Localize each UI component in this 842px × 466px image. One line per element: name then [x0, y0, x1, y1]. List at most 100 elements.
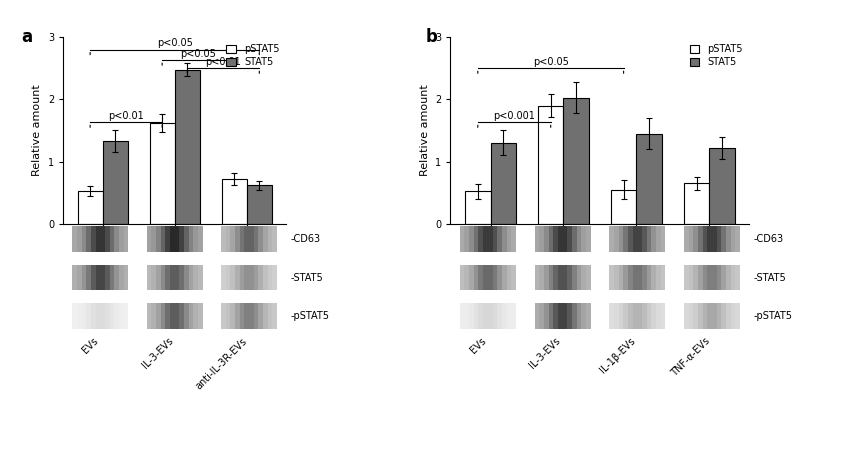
Bar [221, 265, 226, 290]
Bar [249, 303, 253, 329]
Bar [119, 265, 124, 290]
Bar [647, 226, 652, 252]
Bar [194, 226, 198, 252]
Bar [717, 226, 722, 252]
Bar [478, 226, 483, 252]
Bar [661, 265, 665, 290]
Bar [637, 265, 642, 290]
Bar [637, 303, 642, 329]
Bar [483, 226, 488, 252]
Bar [77, 303, 82, 329]
Bar [483, 303, 488, 329]
Bar [548, 303, 553, 329]
Bar [502, 226, 507, 252]
Bar [684, 265, 689, 290]
Bar [221, 303, 226, 329]
Bar [184, 303, 189, 329]
Bar [474, 303, 478, 329]
Bar [156, 303, 161, 329]
Text: IL-1β-EVs: IL-1β-EVs [598, 336, 637, 375]
Text: -pSTAT5: -pSTAT5 [290, 311, 329, 321]
Bar [72, 265, 77, 290]
Bar [170, 303, 175, 329]
Bar [726, 303, 731, 329]
Bar [249, 265, 253, 290]
Legend: pSTAT5, STAT5: pSTAT5, STAT5 [688, 42, 744, 69]
Bar [610, 226, 614, 252]
Bar [87, 303, 91, 329]
Text: p<0.05: p<0.05 [157, 39, 193, 48]
Bar [240, 226, 244, 252]
Text: IL-3-EVs: IL-3-EVs [528, 336, 562, 371]
Bar [511, 265, 516, 290]
Bar [558, 265, 562, 290]
Bar [689, 226, 693, 252]
Bar [586, 226, 590, 252]
Bar [115, 303, 119, 329]
Bar [226, 303, 231, 329]
Bar [623, 226, 628, 252]
Bar [263, 226, 268, 252]
Bar [194, 303, 198, 329]
Bar [623, 303, 628, 329]
Bar [175, 303, 179, 329]
Bar [581, 226, 586, 252]
Bar [82, 226, 87, 252]
Bar [240, 303, 244, 329]
Bar [465, 303, 469, 329]
Bar [693, 265, 698, 290]
Bar [170, 226, 175, 252]
Bar [460, 265, 465, 290]
Bar [507, 303, 511, 329]
Bar [544, 303, 548, 329]
Bar [577, 226, 581, 252]
Bar [161, 303, 165, 329]
Bar [548, 265, 553, 290]
Bar [268, 226, 272, 252]
Bar [231, 226, 235, 252]
Bar [581, 303, 586, 329]
Bar [77, 226, 82, 252]
Bar [726, 226, 731, 252]
Bar [493, 226, 497, 252]
Bar [91, 226, 96, 252]
Bar [712, 226, 717, 252]
Bar [194, 265, 198, 290]
Bar [460, 226, 465, 252]
Bar [507, 265, 511, 290]
Bar [661, 303, 665, 329]
Bar [491, 143, 516, 224]
Bar [684, 226, 689, 252]
Bar [586, 303, 590, 329]
Bar [268, 265, 272, 290]
Bar [96, 226, 100, 252]
Bar [105, 265, 109, 290]
Bar [707, 303, 712, 329]
Bar [539, 303, 544, 329]
Bar [572, 303, 577, 329]
Bar [652, 303, 656, 329]
Bar [722, 226, 726, 252]
Bar [538, 106, 563, 224]
Bar [91, 303, 96, 329]
Bar [460, 303, 465, 329]
Bar [553, 226, 558, 252]
Bar [689, 303, 693, 329]
Bar [619, 226, 623, 252]
Bar [221, 179, 247, 224]
Bar [568, 303, 572, 329]
Bar [502, 265, 507, 290]
Bar [175, 265, 179, 290]
Bar [272, 303, 277, 329]
Bar [147, 303, 152, 329]
Bar [488, 226, 493, 252]
Text: p<0.05: p<0.05 [180, 49, 216, 59]
Bar [474, 226, 478, 252]
Bar [656, 265, 661, 290]
Bar [581, 265, 586, 290]
Bar [698, 265, 703, 290]
Bar [258, 303, 263, 329]
Bar [572, 226, 577, 252]
Bar [156, 265, 161, 290]
Bar [235, 303, 240, 329]
